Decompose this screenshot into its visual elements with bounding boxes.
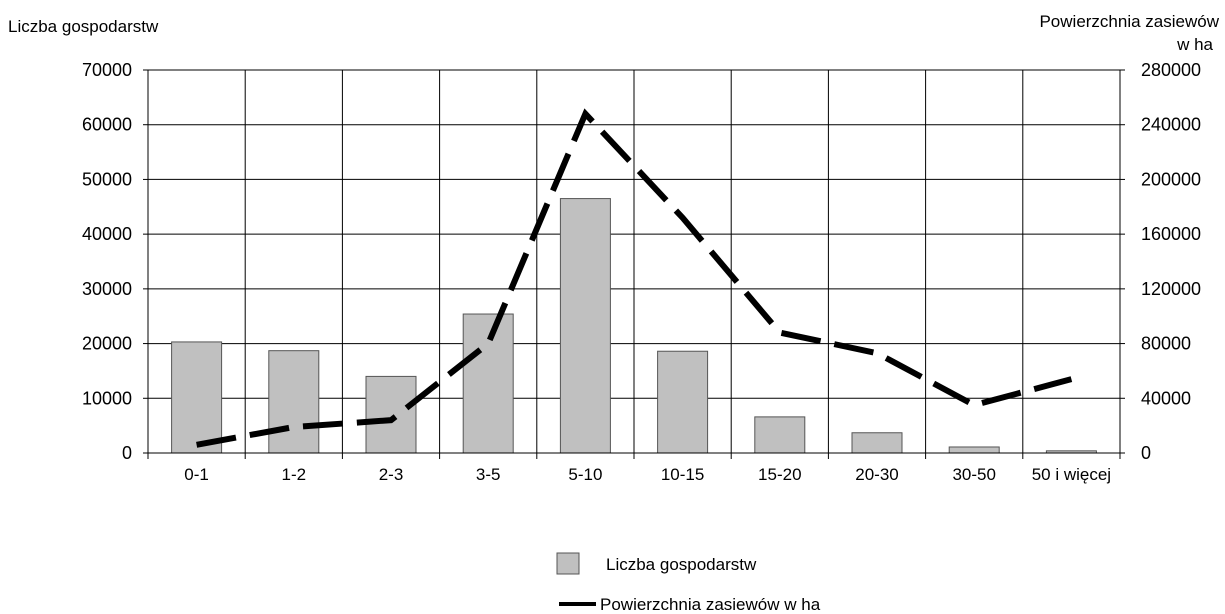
right-axis-title: Powierzchnia zasiewów	[1039, 12, 1219, 31]
right-tick-label: 280000	[1141, 60, 1201, 80]
x-tick-label: 15-20	[758, 465, 801, 484]
legend-label-bar: Liczba gospodarstw	[606, 555, 757, 574]
right-tick-label: 240000	[1141, 115, 1201, 135]
x-tick-label: 3-5	[476, 465, 501, 484]
legend: Liczba gospodarstw Powierzchnia zasiewów…	[556, 552, 821, 614]
bar	[657, 350, 709, 454]
x-tick-label: 1-2	[282, 465, 307, 484]
right-tick-label: 120000	[1141, 279, 1201, 299]
right-axis-ticks: 0 40000 80000 120000 160000 200000 240000 28000…	[1120, 60, 1201, 463]
legend-swatch-bar	[556, 552, 580, 575]
x-tick-label: 10-15	[661, 465, 704, 484]
line-path	[196, 108, 1073, 448]
bar	[754, 416, 806, 454]
left-tick-label: 40000	[82, 224, 132, 244]
legend-label-line: Powierzchnia zasiewów w ha	[600, 595, 821, 614]
x-tick-label: 0-1	[184, 465, 209, 484]
bar	[948, 446, 1000, 454]
right-tick-label: 80000	[1141, 334, 1191, 354]
right-tick-label: 200000	[1141, 169, 1201, 189]
bar-series	[171, 198, 1097, 454]
left-tick-label: 60000	[82, 115, 132, 135]
bar	[559, 198, 611, 454]
right-tick-label: 40000	[1141, 388, 1191, 408]
right-tick-label: 160000	[1141, 224, 1201, 244]
left-tick-label: 0	[122, 443, 132, 463]
bar	[171, 341, 223, 454]
x-tick-label: 2-3	[379, 465, 404, 484]
left-axis-ticks: 0 10000 20000 30000 40000 50000 60000 70000	[82, 60, 148, 463]
line-series	[196, 108, 1073, 448]
x-tick-label: 20-30	[855, 465, 898, 484]
grid-lines	[148, 69, 1120, 454]
x-axis-ticks: 0-1 1-2 2-3 3-5 5-10 10-15 15-20 20-30 30-50 50 i…	[147, 453, 1121, 484]
bar	[851, 432, 903, 454]
bar	[462, 313, 514, 454]
left-tick-label: 50000	[82, 169, 132, 189]
right-axis-title-unit: w ha	[1176, 35, 1213, 54]
x-tick-label: 5-10	[568, 465, 602, 484]
left-axis-title: Liczba gospodarstw	[8, 17, 159, 36]
bar	[268, 350, 320, 454]
bar	[365, 375, 417, 454]
x-tick-label: 50 i więcej	[1032, 465, 1111, 484]
right-tick-label: 0	[1141, 443, 1151, 463]
left-tick-label: 10000	[82, 388, 132, 408]
left-tick-label: 30000	[82, 279, 132, 299]
left-tick-label: 70000	[82, 60, 132, 80]
x-tick-label: 30-50	[952, 465, 995, 484]
left-tick-label: 20000	[82, 334, 132, 354]
